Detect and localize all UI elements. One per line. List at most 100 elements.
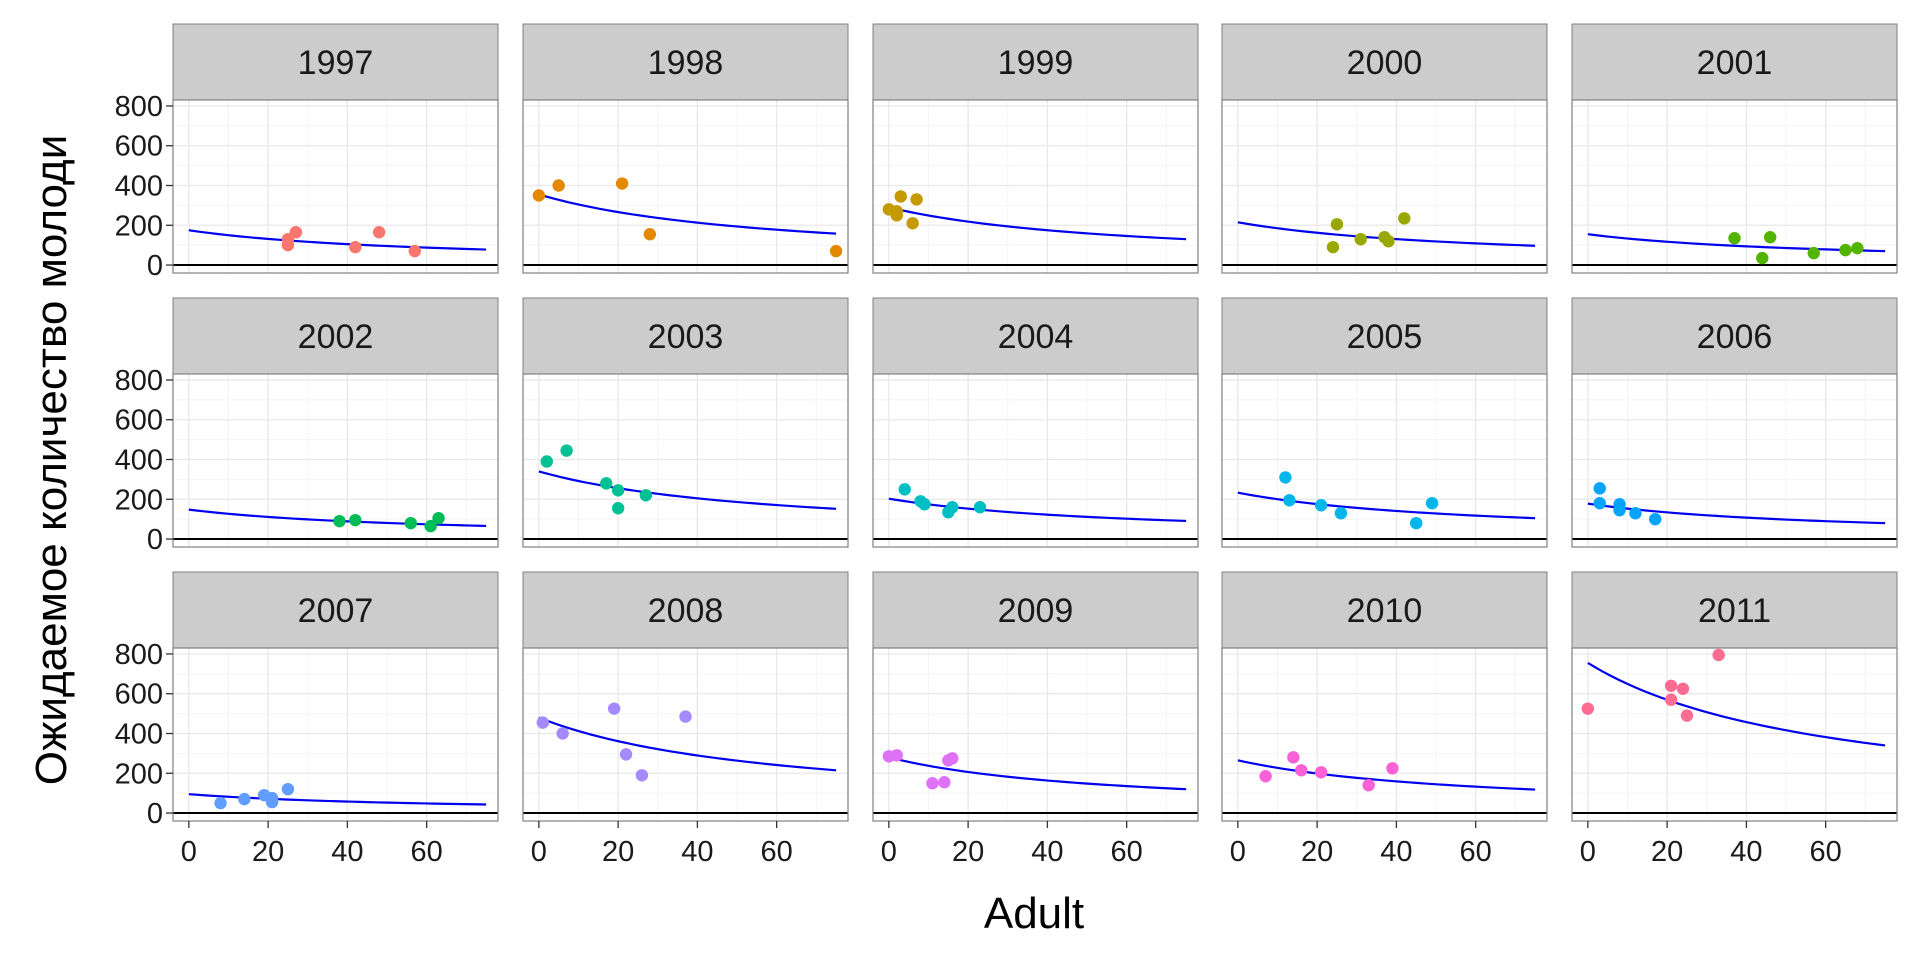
panel-background [173, 648, 498, 821]
fit-line [1587, 661, 1886, 747]
data-point [600, 477, 613, 490]
facet-label: 2009 [998, 592, 1074, 630]
facet-strip [1571, 23, 1898, 101]
data-point [1279, 471, 1292, 484]
data-point [1807, 246, 1820, 260]
data-point [615, 177, 629, 190]
x-tick-label: 60 [761, 836, 793, 868]
fit-line [888, 756, 1187, 791]
data-point [611, 484, 625, 497]
panel-background [1572, 648, 1897, 821]
y-tick-label: 600 [115, 679, 163, 711]
x-tick-label: 40 [1730, 836, 1762, 868]
data-point [1756, 251, 1769, 265]
data-point [1334, 506, 1348, 520]
facet-label: 2004 [998, 318, 1074, 356]
panel-background [873, 648, 1198, 821]
y-tick-label: 400 [115, 171, 163, 203]
data-point [906, 217, 919, 230]
x-tick-label: 40 [1380, 836, 1412, 868]
data-point [1326, 240, 1340, 254]
data-point [552, 179, 565, 192]
x-tick-label: 0 [881, 836, 897, 868]
facet-strip [522, 297, 849, 375]
y-tick-label: 800 [115, 91, 163, 123]
data-point [607, 702, 621, 715]
data-point [894, 190, 907, 203]
y-tick-label: 0 [147, 798, 163, 830]
data-point [560, 444, 573, 457]
x-tick-label: 20 [952, 836, 984, 868]
y-tick-label: 0 [147, 250, 163, 282]
data-point [946, 501, 959, 514]
panel-background [1222, 648, 1547, 821]
data-point [1629, 506, 1642, 520]
data-point [432, 511, 445, 525]
facet-strip [1221, 23, 1548, 101]
x-tick-label: 20 [1651, 836, 1683, 868]
data-point [349, 240, 362, 254]
data-point [281, 782, 295, 796]
data-point [1593, 497, 1606, 510]
data-point [1613, 504, 1626, 517]
facet-strip [522, 23, 849, 101]
data-point [635, 769, 649, 782]
fit-line [538, 193, 837, 235]
facet-strip [1571, 297, 1898, 375]
x-tick-label: 60 [1460, 836, 1492, 868]
data-point [938, 776, 951, 789]
fit-line [1237, 759, 1536, 791]
data-point [1581, 702, 1595, 715]
facet-strip [172, 23, 499, 101]
data-point [1763, 231, 1777, 244]
data-point [372, 226, 386, 239]
facet-label: 2005 [1347, 318, 1423, 356]
y-tick-label: 600 [115, 131, 163, 163]
facet-label: 1999 [998, 44, 1074, 82]
x-tick-label: 20 [252, 836, 284, 868]
panel-border [1221, 99, 1548, 274]
data-point [611, 502, 625, 515]
panel-border [1571, 99, 1898, 274]
panel-border [522, 99, 849, 274]
panel-border [1571, 647, 1898, 822]
data-point [946, 752, 959, 765]
panel-border [1221, 647, 1548, 822]
fit-line [538, 470, 837, 510]
facet-label: 2007 [298, 592, 374, 630]
x-tick-label: 60 [1810, 836, 1842, 868]
y-tick-label: 800 [115, 365, 163, 397]
data-point [408, 244, 421, 258]
x-tick-label: 20 [602, 836, 634, 868]
data-point [214, 796, 227, 810]
fit-line [538, 716, 837, 772]
data-point [1314, 766, 1328, 779]
facet-label: 2008 [648, 592, 724, 630]
panel-border [1571, 373, 1898, 548]
data-point [1382, 234, 1395, 248]
panel-background [873, 100, 1198, 273]
data-point [1295, 764, 1308, 777]
panel-border [172, 647, 499, 822]
facet-label: 1998 [648, 44, 724, 82]
data-point [349, 513, 362, 527]
data-point [1354, 232, 1367, 246]
x-tick-label: 40 [681, 836, 713, 868]
data-point [643, 228, 657, 241]
fit-line [888, 497, 1187, 523]
data-point [910, 193, 923, 206]
data-point [1851, 241, 1864, 255]
fit-line [1587, 233, 1886, 253]
x-tick-label: 40 [1031, 836, 1063, 868]
data-point [1259, 770, 1272, 783]
data-point [1593, 482, 1606, 495]
data-point [898, 483, 911, 496]
panel-border [172, 99, 499, 274]
data-point [1398, 212, 1411, 225]
panel-border [872, 99, 1199, 274]
panel-background [523, 374, 848, 547]
data-point [540, 455, 553, 468]
facet-strip [1221, 571, 1548, 649]
facet-strip [1571, 571, 1898, 649]
